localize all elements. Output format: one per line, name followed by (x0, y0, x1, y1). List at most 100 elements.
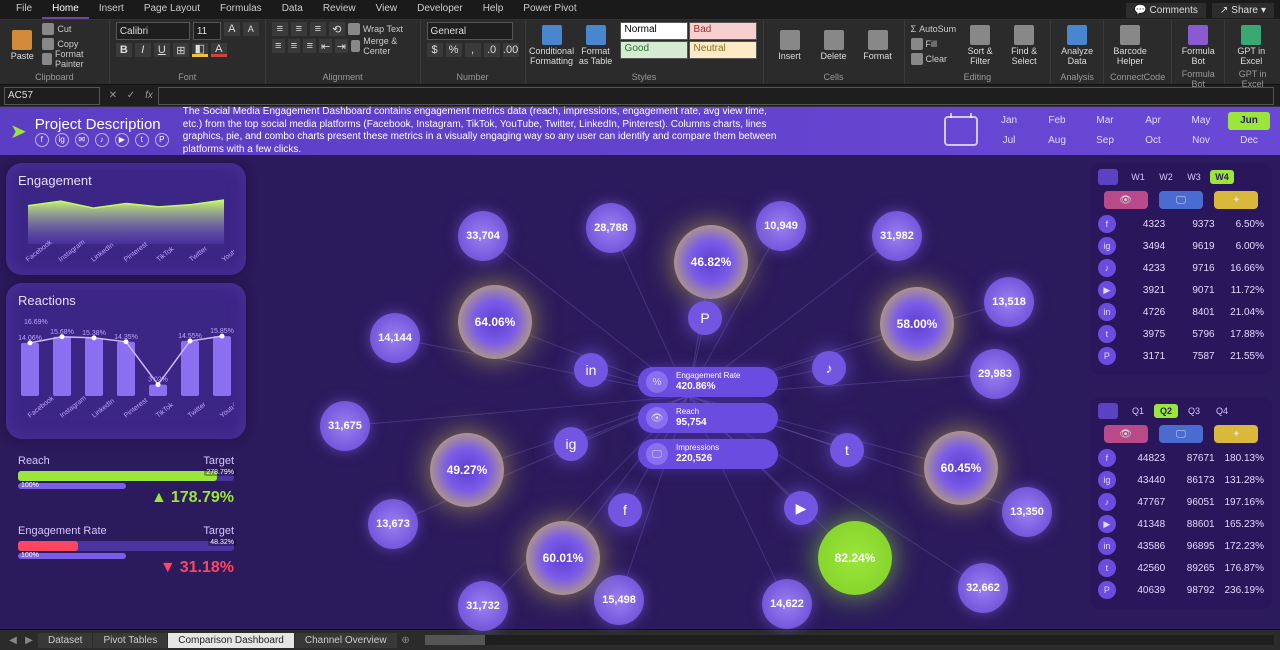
number-format-select[interactable] (427, 22, 513, 40)
month-jan[interactable]: Jan (988, 112, 1030, 130)
month-mar[interactable]: Mar (1084, 112, 1126, 130)
month-jun[interactable]: Jun (1228, 112, 1270, 130)
shrink-font[interactable]: A (243, 22, 259, 36)
currency[interactable]: $ (427, 43, 443, 57)
metric-pill[interactable]: 🖵 Impressions220,526 (638, 439, 778, 469)
delete-cells[interactable]: Delete (814, 22, 854, 68)
period-q4[interactable]: Q4 (1210, 404, 1234, 418)
sort-filter[interactable]: Sort & Filter (960, 22, 1000, 68)
style-normal[interactable]: Normal (620, 22, 688, 40)
align-c[interactable]: ≡ (288, 39, 301, 53)
underline[interactable]: U (154, 43, 170, 57)
platform-node-icon[interactable]: P (688, 301, 722, 335)
platform-node-icon[interactable]: ▶ (784, 491, 818, 525)
month-aug[interactable]: Aug (1036, 132, 1078, 150)
tab-help[interactable]: Help (473, 0, 514, 19)
comments-button[interactable]: 💬 Comments (1126, 3, 1206, 18)
tab-page-layout[interactable]: Page Layout (134, 0, 210, 19)
format-cells[interactable]: Format (858, 22, 898, 68)
bold[interactable]: B (116, 43, 132, 57)
tab-data[interactable]: Data (272, 0, 313, 19)
orientation[interactable]: ⟲ (329, 22, 345, 36)
indent-dec[interactable]: ⇤ (319, 39, 332, 53)
analyze-data[interactable]: Analyze Data (1057, 22, 1097, 68)
h-scrollbar[interactable] (425, 635, 1274, 645)
indent-inc[interactable]: ⇥ (335, 39, 348, 53)
conditional-formatting[interactable]: Conditional Formatting (532, 22, 572, 68)
formula-input[interactable] (158, 87, 1274, 105)
sheet-pivot-tables[interactable]: Pivot Tables (93, 633, 167, 648)
sheet-channel-overview[interactable]: Channel Overview (295, 633, 397, 648)
fx-icon[interactable]: fx (140, 90, 158, 101)
accept-fx[interactable]: ✓ (122, 90, 140, 101)
platform-node-icon[interactable]: t (830, 433, 864, 467)
grow-font[interactable]: A (224, 22, 240, 36)
format-as-table[interactable]: Format as Table (576, 22, 616, 68)
border[interactable]: ⊞ (173, 43, 189, 57)
metric-pill[interactable]: % Engagement Rate420.86% (638, 367, 778, 397)
tab-view[interactable]: View (366, 0, 408, 19)
period-w1[interactable]: W1 (1126, 170, 1150, 184)
fill[interactable]: Fill (911, 37, 957, 51)
period-q1[interactable]: Q1 (1126, 404, 1150, 418)
align-l[interactable]: ≡ (272, 39, 285, 53)
dec-dec[interactable]: .00 (503, 43, 519, 57)
cancel-fx[interactable]: ✕ (104, 90, 122, 101)
font-family-select[interactable] (116, 22, 190, 40)
sheet-dataset[interactable]: Dataset (38, 633, 92, 648)
format-painter-button[interactable]: Format Painter (42, 52, 102, 66)
platform-node-icon[interactable]: f (608, 493, 642, 527)
style-good[interactable]: Good (620, 41, 688, 59)
clear[interactable]: Clear (911, 52, 957, 66)
wrap-text[interactable]: Wrap Text (348, 22, 403, 36)
style-bad[interactable]: Bad (689, 22, 757, 40)
platform-node-icon[interactable]: in (574, 353, 608, 387)
period-q2[interactable]: Q2 (1154, 404, 1178, 418)
cell-styles-gallery[interactable]: NormalBadGoodNeutral (620, 22, 757, 59)
insert-cells[interactable]: Insert (770, 22, 810, 68)
inc-dec[interactable]: .0 (484, 43, 500, 57)
platform-node-icon[interactable]: ♪ (812, 351, 846, 385)
share-button[interactable]: ↗ Share ▾ (1212, 3, 1274, 18)
month-oct[interactable]: Oct (1132, 132, 1174, 150)
comma[interactable]: , (465, 43, 481, 57)
italic[interactable]: I (135, 43, 151, 57)
merge-center[interactable]: Merge & Center (351, 39, 414, 53)
align-top[interactable]: ≡ (272, 22, 288, 36)
autosum[interactable]: ΣAutoSum (911, 22, 957, 36)
period-w4[interactable]: W4 (1210, 170, 1234, 184)
new-sheet[interactable]: ⊕ (399, 635, 413, 646)
align-r[interactable]: ≡ (303, 39, 316, 53)
month-sep[interactable]: Sep (1084, 132, 1126, 150)
sheet-nav-next[interactable]: ▶ (22, 635, 36, 646)
tab-file[interactable]: File (6, 0, 42, 19)
month-may[interactable]: May (1180, 112, 1222, 130)
month-feb[interactable]: Feb (1036, 112, 1078, 130)
tab-developer[interactable]: Developer (407, 0, 473, 19)
align-bot[interactable]: ≡ (310, 22, 326, 36)
period-w2[interactable]: W2 (1154, 170, 1178, 184)
tab-insert[interactable]: Insert (89, 0, 134, 19)
month-apr[interactable]: Apr (1132, 112, 1174, 130)
paste-button[interactable]: Paste (6, 22, 38, 68)
gpt-in-excel[interactable]: GPT in Excel (1231, 22, 1271, 68)
name-box[interactable] (4, 87, 100, 105)
month-dec[interactable]: Dec (1228, 132, 1270, 150)
platform-node-icon[interactable]: ig (554, 427, 588, 461)
sheet-comparison-dashboard[interactable]: Comparison Dashboard (168, 633, 294, 648)
barcode-helper[interactable]: Barcode Helper (1110, 22, 1150, 68)
fill-color[interactable]: ◧ (192, 43, 208, 57)
period-w3[interactable]: W3 (1182, 170, 1206, 184)
find-select[interactable]: Find & Select (1004, 22, 1044, 68)
formula-bot[interactable]: Formula Bot (1178, 22, 1218, 68)
tab-review[interactable]: Review (313, 0, 366, 19)
tab-formulas[interactable]: Formulas (210, 0, 272, 19)
month-jul[interactable]: Jul (988, 132, 1030, 150)
align-mid[interactable]: ≡ (291, 22, 307, 36)
percent[interactable]: % (446, 43, 462, 57)
month-nov[interactable]: Nov (1180, 132, 1222, 150)
style-neutral[interactable]: Neutral (689, 41, 757, 59)
font-size-select[interactable] (193, 22, 221, 40)
cut-button[interactable]: Cut (42, 22, 102, 36)
metric-pill[interactable]: 👁 Reach95,754 (638, 403, 778, 433)
